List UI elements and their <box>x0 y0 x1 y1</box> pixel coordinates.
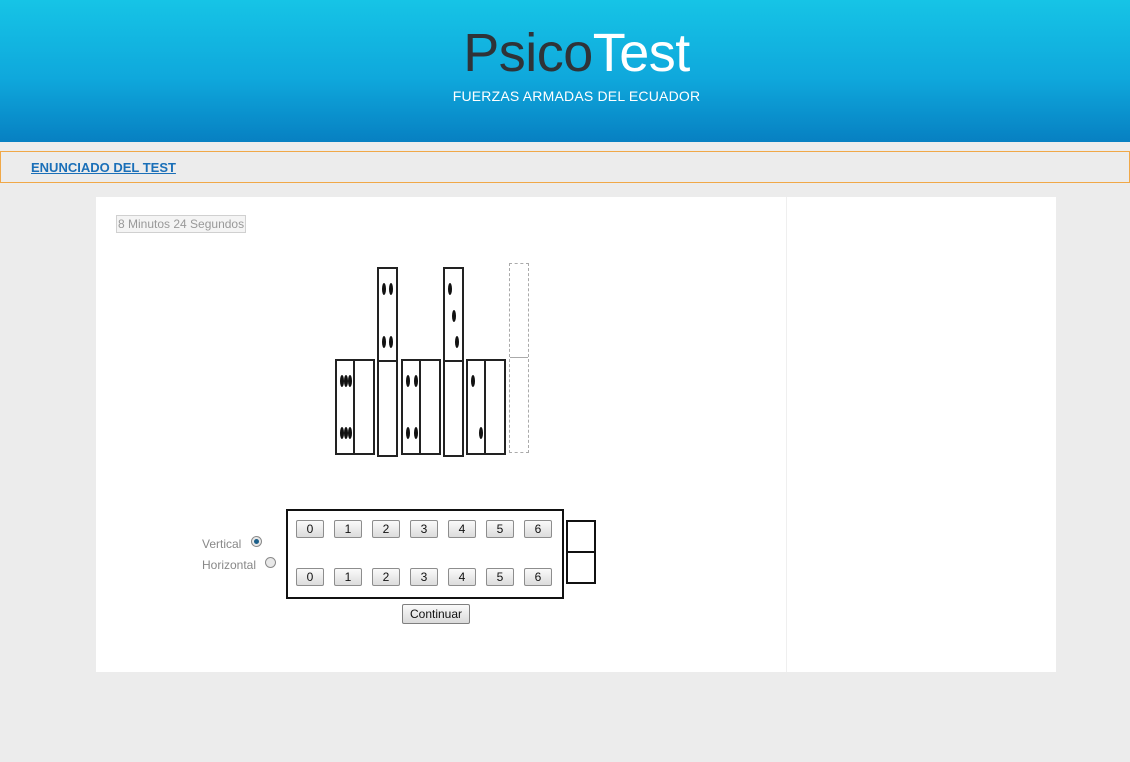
domino-half <box>355 361 373 453</box>
domino-left-pip <box>340 375 345 388</box>
domino-tile <box>335 359 375 455</box>
bottom-number-button-4[interactable]: 4 <box>448 568 476 586</box>
bottom-number-button-2[interactable]: 2 <box>372 568 400 586</box>
domino-half <box>510 264 528 358</box>
top-number-button-0[interactable]: 0 <box>296 520 324 538</box>
domino-top-pip <box>455 335 460 348</box>
horizontal-radio[interactable] <box>265 557 276 568</box>
domino-left-pip <box>347 426 352 439</box>
domino-half <box>337 361 355 453</box>
domino-tile <box>377 267 398 457</box>
continue-button[interactable]: Continuar <box>402 604 470 624</box>
domino-tile <box>443 267 464 457</box>
domino-half <box>421 361 439 453</box>
top-number-button-2[interactable]: 2 <box>372 520 400 538</box>
bottom-number-button-1[interactable]: 1 <box>334 568 362 586</box>
domino-half <box>510 358 528 452</box>
top-number-button-3[interactable]: 3 <box>410 520 438 538</box>
logo-text-psico: Psico <box>463 23 593 83</box>
domino-top-pip <box>389 335 394 348</box>
nav-bar: ENUNCIADO DEL TEST <box>0 151 1130 183</box>
domino-left-pip <box>413 375 418 388</box>
test-panel: 8 Minutos 24 Segundos Vertical Horizonta… <box>96 197 1056 672</box>
domino-half <box>486 361 504 453</box>
timer-display: 8 Minutos 24 Segundos <box>116 215 247 233</box>
domino-left-pip <box>413 426 418 439</box>
domino-tile <box>401 359 441 455</box>
domino-left-pip <box>406 426 411 439</box>
domino-left-pip <box>344 375 348 388</box>
domino-half <box>379 362 396 455</box>
domino-left-pip <box>340 426 345 439</box>
answer-domino <box>566 520 596 584</box>
top-number-button-6[interactable]: 6 <box>524 520 552 538</box>
top-number-button-1[interactable]: 1 <box>334 520 362 538</box>
domino-half <box>403 361 421 453</box>
bottom-number-button-0[interactable]: 0 <box>296 568 324 586</box>
site-header: PsicoTest FUERZAS ARMADAS DEL ECUADOR <box>0 0 1130 142</box>
panel-divider <box>786 197 787 672</box>
domino-half <box>468 361 486 453</box>
domino-half <box>445 269 462 362</box>
domino-top-pip <box>381 335 386 348</box>
domino-left-pip <box>471 375 476 388</box>
domino-top-pip <box>447 283 452 296</box>
vertical-radio[interactable] <box>251 536 262 547</box>
domino-left-pip <box>347 375 352 388</box>
domino-left-pip <box>406 375 411 388</box>
domino-top-pip <box>381 283 386 296</box>
site-logo: PsicoTest <box>0 22 1130 84</box>
domino-left-pip <box>478 426 483 439</box>
answer-domino-divider <box>568 551 594 553</box>
test-statement-link[interactable]: ENUNCIADO DEL TEST <box>31 160 176 175</box>
vertical-label: Vertical <box>202 537 242 551</box>
top-number-button-4[interactable]: 4 <box>448 520 476 538</box>
domino-half <box>379 269 396 362</box>
bottom-number-button-3[interactable]: 3 <box>410 568 438 586</box>
domino-half <box>445 362 462 455</box>
domino-top-pip <box>451 309 456 322</box>
bottom-number-button-6[interactable]: 6 <box>524 568 552 586</box>
missing-domino-slot <box>509 263 529 453</box>
logo-text-test: Test <box>592 23 691 83</box>
domino-top-pip <box>389 283 394 296</box>
domino-tile <box>466 359 506 455</box>
top-number-button-5[interactable]: 5 <box>486 520 514 538</box>
horizontal-label: Horizontal <box>202 558 257 572</box>
site-subtitle: FUERZAS ARMADAS DEL ECUADOR <box>452 88 701 104</box>
bottom-number-button-5[interactable]: 5 <box>486 568 514 586</box>
domino-left-pip <box>344 426 348 439</box>
